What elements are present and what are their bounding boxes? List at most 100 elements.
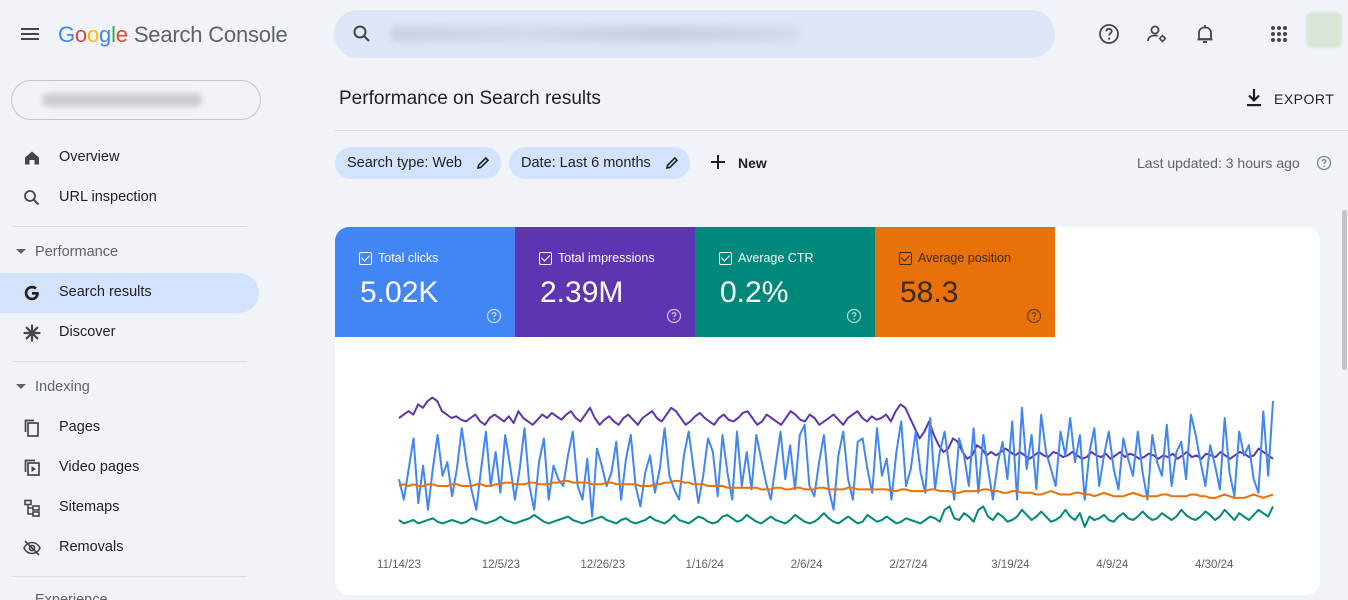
header-divider [335,130,1348,131]
visibility-off-icon [23,540,41,556]
x-axis-tick-label: 2/27/24 [889,559,928,571]
asterisk-icon [23,324,41,342]
metric-label: Average CTR [738,251,814,265]
section-label: Performance [35,244,119,260]
notifications-icon[interactable] [1193,22,1217,46]
metric-label: Average position [918,251,1011,265]
sidebar-divider [12,226,247,227]
account-avatar[interactable] [1306,12,1342,48]
x-axis-tick-label: 12/26/23 [580,559,625,571]
sidebar-section-indexing[interactable]: Indexing [0,373,259,403]
video-pages-icon [24,459,40,476]
sidebar-divider [12,576,247,577]
help-outline-icon[interactable] [846,308,862,324]
redacted-property-name [42,93,202,107]
export-button[interactable]: EXPORT [1240,86,1335,112]
help-icon[interactable] [1097,22,1121,46]
page-scrollbar[interactable] [1342,210,1347,370]
performance-chart-card: Total clicks 5.02K Total impressions 2.3… [335,227,1320,595]
search-bar[interactable] [334,10,1055,58]
top-app-bar: Google Search Console [0,0,1348,68]
section-label: Indexing [35,379,90,395]
metric-label: Total impressions [558,251,655,265]
apps-icon[interactable] [1267,22,1291,46]
filter-chip-date[interactable]: Date: Last 6 months [509,147,690,179]
sidebar-item-label: Discover [59,324,116,340]
metric-tile-total-impressions[interactable]: Total impressions 2.39M [515,227,695,337]
sidebar-item-sitemaps[interactable]: Sitemaps [0,488,259,528]
checkbox-checked-icon[interactable] [359,252,372,265]
collapse-caret-icon [16,249,26,254]
search-icon[interactable] [352,24,372,44]
new-filter-button[interactable]: New [705,147,785,179]
x-axis-tick-label: 12/5/23 [482,559,520,571]
x-axis-tick-label: 2/6/24 [791,559,824,571]
checkbox-checked-icon[interactable] [719,252,732,265]
sidebar-section-experience[interactable]: Experience [35,592,108,600]
google-search-console-logo[interactable]: Google Search Console [58,22,288,47]
checkbox-checked-icon[interactable] [539,252,552,265]
metric-value: 0.2% [720,276,789,309]
metric-value: 58.3 [900,276,959,309]
chip-label: Search type: Web [347,155,462,171]
sidebar-item-url-inspection[interactable]: URL inspection [0,178,259,218]
sidebar-item-label: URL inspection [59,189,157,205]
google-g-icon [24,285,39,301]
metric-tile-average-ctr[interactable]: Average CTR 0.2% [695,227,875,337]
sidebar-item-overview[interactable]: Overview [0,138,259,178]
sidebar-section-performance[interactable]: Performance [0,238,259,268]
sidebar-item-label: Sitemaps [59,499,120,515]
sidebar-item-label: Removals [59,539,124,555]
sidebar-item-label: Pages [59,419,101,435]
search-icon [24,190,40,206]
sidebar-item-video-pages[interactable]: Video pages [0,448,259,488]
sitemap-icon [24,499,40,517]
x-axis-tick-label: 1/16/24 [686,559,725,571]
main-menu-icon[interactable] [20,24,42,44]
collapse-caret-icon [16,384,26,389]
manage-users-icon[interactable] [1145,22,1169,46]
metric-tile-total-clicks[interactable]: Total clicks 5.02K [335,227,515,337]
edit-icon [476,156,490,170]
sidebar: Overview URL inspection Performance Sear… [0,68,276,600]
checkbox-checked-icon[interactable] [899,252,912,265]
help-outline-icon[interactable] [486,308,502,324]
help-outline-icon[interactable] [1026,308,1042,324]
x-axis-tick-label: 11/14/23 [377,559,421,571]
performance-line-chart: 11/14/23 12/5/23 12/26/23 1/16/24 2/6/24 2/27… [377,396,1274,571]
sidebar-divider [12,361,247,362]
sidebar-item-label: Search results [59,284,152,300]
help-outline-icon[interactable] [1316,155,1332,171]
metric-tile-average-position[interactable]: Average position 58.3 [875,227,1055,337]
x-axis-tick-label: 4/30/24 [1195,559,1234,571]
pages-icon [24,419,39,437]
series-line-total-clicks[interactable] [398,400,1274,518]
sidebar-item-search-results[interactable]: Search results [0,273,259,313]
sidebar-item-removals[interactable]: Removals [0,528,259,568]
last-updated-text: Last updated: 3 hours ago [1137,155,1300,171]
sidebar-item-discover[interactable]: Discover [0,313,259,353]
x-axis-tick-label: 3/19/24 [991,559,1030,571]
metric-label: Total clicks [378,251,439,265]
series-line-total-impressions[interactable] [398,396,1274,460]
sidebar-item-label: Video pages [59,459,140,475]
metric-value: 2.39M [540,276,624,309]
sidebar-item-pages[interactable]: Pages [0,408,259,448]
download-icon [1247,89,1261,107]
sidebar-item-label: Overview [59,149,120,165]
series-line-average-ctr[interactable] [398,505,1274,528]
filter-chip-search-type[interactable]: Search type: Web [335,147,501,179]
page-title: Performance on Search results [339,88,601,109]
edit-icon [665,156,679,170]
chip-label: Date: Last 6 months [521,155,651,171]
plus-icon [711,155,725,169]
help-outline-icon[interactable] [666,308,682,324]
property-selector[interactable] [11,80,261,120]
export-label: EXPORT [1274,91,1335,107]
x-axis-tick-label: 4/9/24 [1096,559,1129,571]
series-line-average-position[interactable] [398,479,1274,499]
metric-value: 5.02K [360,276,439,309]
new-label: New [738,155,767,171]
search-input[interactable] [390,22,810,46]
home-icon [25,151,39,165]
